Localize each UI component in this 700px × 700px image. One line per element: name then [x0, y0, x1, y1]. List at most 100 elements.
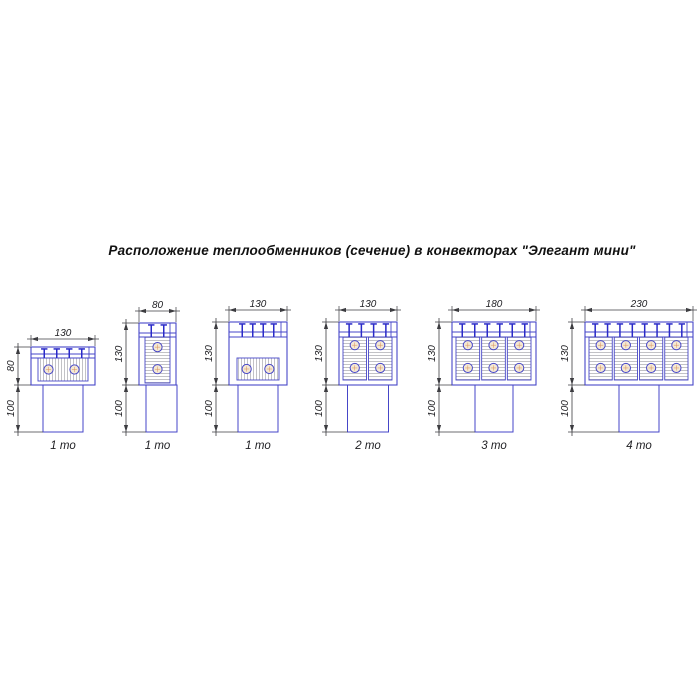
mounting-pin — [345, 323, 353, 325]
mounting-pin — [160, 324, 167, 326]
mounting-pin — [66, 348, 73, 350]
dim-height-value: 80 — [6, 360, 17, 372]
dim-arrow — [169, 308, 176, 314]
mounting-pin — [474, 324, 476, 337]
dim-arrow — [323, 378, 329, 385]
heat-exchanger — [664, 336, 689, 381]
dim-arrow — [123, 425, 129, 432]
diagram-label: 4 то — [626, 440, 652, 452]
diagram-2-1to: 80 130 100 1 то — [114, 300, 180, 452]
duct — [145, 384, 178, 433]
dim-depth-value: 100 — [204, 400, 215, 417]
mounting-pin — [270, 323, 277, 325]
mounting-pin — [594, 324, 596, 337]
dim-arrow — [123, 378, 129, 385]
mounting-pin — [252, 324, 254, 337]
mounting-pin — [163, 325, 165, 337]
mounting-pin — [471, 323, 478, 325]
mounting-pin — [78, 348, 85, 350]
diagram-6-4to: 230 130 100 4 то — [560, 299, 697, 452]
mounting-pin — [68, 349, 70, 358]
dim-depth-value: 100 — [560, 400, 571, 417]
dim-arrow — [390, 307, 397, 313]
mounting-pin — [606, 324, 609, 337]
mounting-pin — [148, 324, 155, 326]
dim-arrow — [213, 385, 219, 392]
dim-arrow — [15, 425, 21, 432]
mounting-pin — [678, 323, 686, 325]
mounting-pin — [499, 324, 501, 337]
heat-exchanger — [613, 336, 638, 381]
mounting-pin — [511, 324, 513, 337]
dim-arrow — [123, 323, 129, 330]
mounting-pin — [509, 323, 516, 325]
mounting-pin — [629, 323, 636, 325]
mounting-pin — [641, 323, 648, 325]
dim-width-value: 230 — [630, 299, 648, 310]
dim-arrow — [123, 385, 129, 392]
dim-height-value: 130 — [560, 345, 571, 362]
dim-arrow — [436, 378, 442, 385]
dim-width-value: 180 — [486, 299, 503, 310]
dimension-width: 130 — [225, 299, 291, 321]
page-title: Расположение теплообменников (сечение) в… — [108, 243, 636, 258]
dimension-height-depth: 130 100 — [204, 318, 238, 436]
duct — [237, 384, 279, 433]
mounting-pin — [486, 324, 488, 337]
mounting-pin — [260, 323, 267, 325]
dim-arrow — [323, 322, 329, 329]
dimension-height-depth: 80 100 — [6, 343, 43, 436]
heat-exchanger — [236, 357, 280, 381]
dim-height-value: 130 — [204, 345, 215, 362]
mounting-pin — [484, 323, 491, 325]
dim-arrow — [436, 322, 442, 329]
dim-arrow — [229, 307, 236, 313]
duct — [618, 384, 660, 433]
heat-exchanger — [455, 336, 481, 381]
mounting-pin — [372, 324, 375, 337]
dimension-height-depth: 130 100 — [427, 318, 475, 436]
mounting-pin — [43, 349, 45, 358]
mounting-pin — [666, 323, 673, 325]
mounting-pin — [604, 323, 611, 325]
mounting-pin — [360, 324, 363, 337]
heat-exchanger — [342, 336, 367, 381]
dimension-height-depth: 130 100 — [114, 319, 146, 436]
dim-arrow — [569, 322, 575, 329]
dimension-height-depth: 130 100 — [314, 318, 348, 436]
dim-height-value: 130 — [114, 345, 125, 362]
dim-arrow — [15, 347, 21, 354]
diagram-label: 1 то — [145, 440, 171, 452]
dim-arrow — [585, 307, 592, 313]
heat-exchanger — [368, 336, 393, 381]
heat-exchanger — [37, 357, 89, 382]
diagram-5-3to: 180 130 100 3 то — [427, 299, 540, 452]
mounting-pin — [619, 324, 621, 337]
heat-exchanger — [506, 336, 532, 381]
diagram-4-2to: 130 130 100 2 то — [314, 299, 401, 452]
dimension-width: 80 — [135, 300, 180, 322]
mounting-pin — [53, 348, 60, 350]
dim-arrow — [31, 336, 38, 342]
dim-depth-value: 100 — [427, 400, 438, 417]
mounting-pin — [524, 324, 526, 337]
diagram-1-1to: 130 80 100 1 то — [6, 328, 99, 452]
dim-arrow — [339, 307, 346, 313]
mounting-pin — [249, 323, 256, 325]
mounting-pin — [631, 324, 634, 337]
mounting-pin — [262, 324, 264, 337]
mounting-pin — [348, 324, 350, 337]
dimension-width: 180 — [448, 299, 540, 321]
diagram-label: 1 то — [245, 440, 271, 452]
mounting-pin — [681, 324, 683, 337]
mounting-pin — [81, 349, 83, 358]
dimension-width: 230 — [581, 299, 697, 321]
dimension-width: 130 — [335, 299, 401, 321]
dim-arrow — [569, 425, 575, 432]
dim-arrow — [88, 336, 95, 342]
dim-arrow — [323, 385, 329, 392]
dim-depth-value: 100 — [114, 400, 125, 417]
diagram-3-1to: 130 130 100 1 то — [204, 299, 291, 452]
